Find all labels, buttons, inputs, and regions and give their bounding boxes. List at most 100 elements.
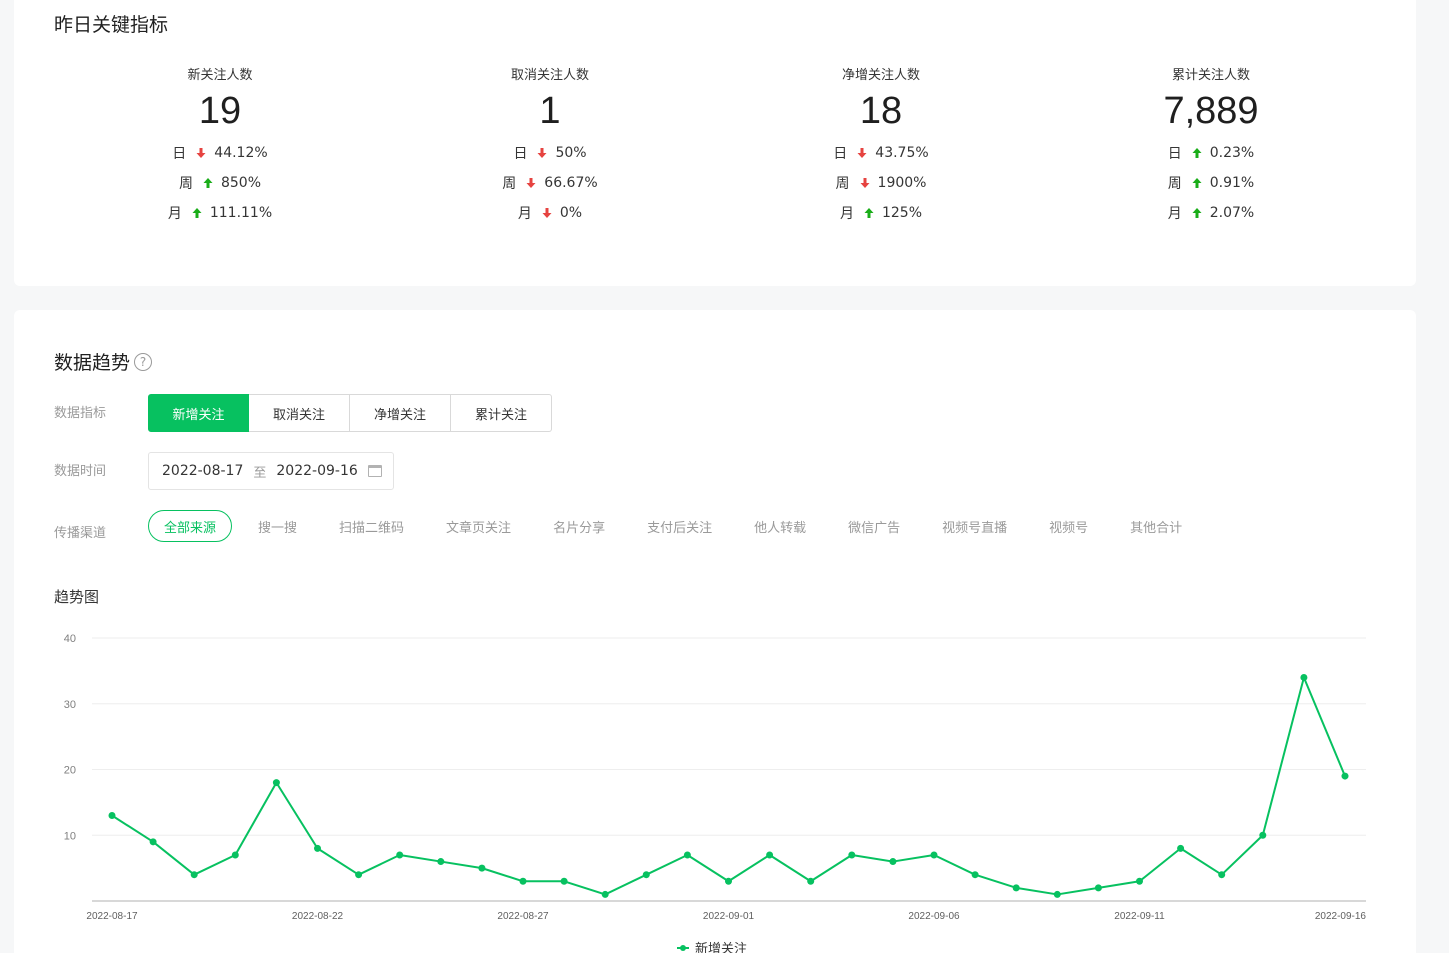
metric-column: 净增关注人数 18 日 43.75% 周 1900% 月 125% [731, 64, 1031, 223]
metric-column: 新关注人数 19 日 44.12% 周 850% 月 111.11% [70, 64, 370, 223]
channel-tab[interactable]: 名片分享 [553, 520, 606, 536]
change-period: 月 [839, 205, 854, 222]
arrow-up-icon [192, 207, 202, 218]
legend-label: 新增关注 [695, 941, 747, 953]
data-point [601, 890, 609, 898]
data-point [930, 851, 938, 859]
arrow-down-icon [196, 147, 206, 158]
metric-column: 取消关注人数 1 日 50% 周 66.67% 月 0% [400, 64, 700, 223]
data-point [190, 871, 198, 879]
channel-tab[interactable]: 扫描二维码 [339, 520, 405, 536]
channel-tab[interactable]: 搜一搜 [258, 520, 298, 536]
data-point [231, 851, 239, 859]
x-tick-label: 2022-09-06 [908, 911, 960, 922]
x-tick-label: 2022-09-11 [1114, 911, 1165, 922]
data-point [149, 838, 157, 846]
data-point [642, 871, 650, 879]
x-tick-label: 2022-08-17 [86, 911, 138, 922]
channel-tab[interactable]: 文章页关注 [446, 520, 512, 536]
trend-card: 数据趋势 ? 数据指标 新增关注 取消关注 净增关注 累计关注 数据时间 2022-0… [14, 310, 1416, 953]
change-period: 周 [502, 175, 517, 192]
data-point [355, 871, 363, 879]
change-percent: 125% [881, 204, 923, 221]
metric-tab[interactable]: 累计关注 [451, 394, 552, 432]
channel-tab[interactable]: 支付后关注 [647, 520, 713, 536]
channel-tab[interactable]: 他人转载 [754, 520, 807, 536]
data-point [314, 844, 321, 852]
channel-tab[interactable]: 视频号 [1049, 520, 1089, 536]
change-period: 周 [1167, 175, 1182, 192]
data-point [766, 851, 774, 859]
metric-change-rows: 日 44.12% 周 850% 月 111.11% [70, 143, 370, 223]
metric-tabs: 新增关注 取消关注 净增关注 累计关注 [148, 394, 552, 432]
arrow-down-icon [857, 147, 867, 158]
channel-tab[interactable]: 视频号直播 [942, 520, 1008, 536]
y-tick-label: 40 [64, 633, 76, 645]
x-tick-label: 2022-09-01 [703, 911, 755, 922]
metric-change-row: 日 43.75% [833, 143, 928, 163]
arrow-up-icon [1192, 177, 1202, 188]
metric-change-row: 月 0% [518, 203, 582, 223]
calendar-icon[interactable] [368, 465, 382, 477]
metric-value: 1 [539, 90, 561, 132]
date-separator: 至 [253, 465, 267, 481]
metric-value: 7,889 [1163, 90, 1259, 132]
change-percent: 2.07% [1209, 204, 1255, 221]
metric-change-row: 月 125% [840, 203, 922, 223]
arrow-up-icon [1192, 207, 1202, 218]
data-point [396, 851, 404, 859]
help-icon[interactable]: ? [134, 352, 153, 371]
data-point [1094, 884, 1102, 892]
date-range-picker[interactable]: 2022-08-17 至 2022-09-16 [148, 452, 394, 490]
arrow-up-icon [864, 207, 874, 218]
metric-change-row: 月 2.07% [1168, 203, 1254, 223]
change-period: 日 [1167, 145, 1182, 162]
metric-column: 累计关注人数 7,889 日 0.23% 周 0.91% 月 2.07% [1061, 64, 1361, 223]
trend-title-text: 数据趋势 [54, 352, 131, 374]
series-line [111, 676, 1346, 896]
change-period: 月 [1167, 205, 1182, 222]
channel-tab[interactable]: 其他合计 [1130, 520, 1183, 536]
arrow-down-icon [537, 147, 547, 158]
channel-tab[interactable]: 微信广告 [848, 520, 901, 536]
metric-change-row: 周 1900% [836, 173, 927, 193]
metric-change-rows: 日 43.75% 周 1900% 月 125% [731, 143, 1031, 223]
change-percent: 1900% [877, 174, 927, 191]
change-period: 日 [513, 145, 528, 162]
metric-label: 净增关注人数 [841, 68, 920, 83]
metric-tab[interactable]: 取消关注 [249, 394, 350, 432]
channel-tab[interactable]: 全部来源 [148, 510, 233, 542]
key-metrics-card: 昨日关键指标 新关注人数 19 日 44.12% 周 850% 月 111.11% 取消关注人数… [14, 0, 1416, 286]
channel-tabs: 全部来源 搜一搜 扫描二维码 文章页关注 名片分享 支付后关注 他人转载 微信广告 视频号直播 视… [148, 510, 1182, 542]
change-percent: 66.67% [544, 174, 598, 191]
data-point [519, 877, 527, 885]
data-point [807, 877, 815, 885]
data-point [1341, 772, 1349, 780]
data-point [1259, 831, 1267, 839]
legend-swatch-dot [680, 945, 686, 951]
data-point [971, 871, 979, 879]
arrow-down-icon [860, 177, 870, 188]
metric-change-rows: 日 50% 周 66.67% 月 0% [400, 143, 700, 223]
data-point [560, 877, 568, 885]
change-period: 周 [835, 175, 850, 192]
change-percent: 0% [559, 204, 583, 221]
metric-tab[interactable]: 新增关注 [148, 394, 249, 432]
change-period: 日 [172, 145, 187, 162]
metric-change-row: 周 0.91% [1168, 173, 1254, 193]
change-percent: 50% [555, 144, 587, 161]
arrow-down-icon [526, 177, 536, 188]
change-percent: 0.23% [1209, 144, 1255, 161]
metric-label: 新关注人数 [187, 68, 253, 83]
change-percent: 43.75% [875, 144, 929, 161]
metric-change-row: 月 111.11% [168, 203, 272, 223]
metric-tab[interactable]: 净增关注 [350, 394, 451, 432]
date-end: 2022-09-16 [276, 463, 358, 479]
metric-value: 18 [859, 90, 903, 132]
metric-change-row: 日 44.12% [172, 143, 267, 163]
data-point [889, 858, 897, 866]
data-point [683, 851, 691, 859]
data-point [725, 877, 732, 885]
metric-label: 累计关注人数 [1171, 68, 1250, 83]
change-period: 月 [517, 205, 532, 222]
